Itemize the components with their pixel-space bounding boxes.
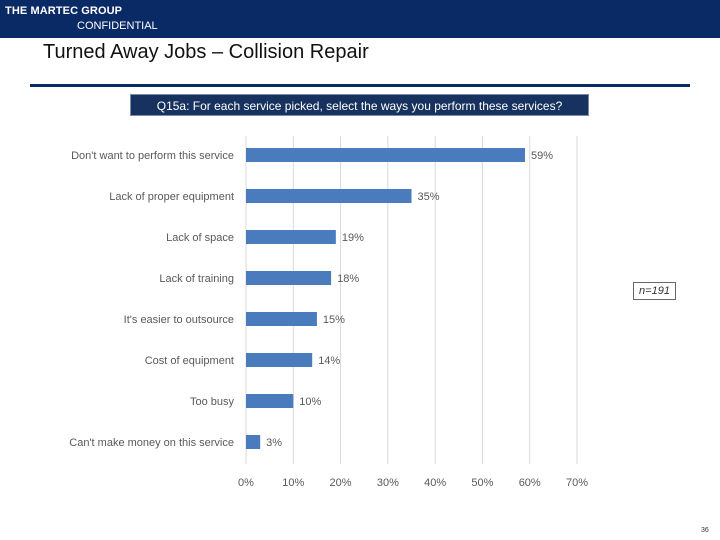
category-label: Lack of proper equipment	[109, 191, 234, 203]
bar	[246, 148, 525, 162]
x-tick-label: 10%	[282, 477, 304, 489]
category-label: Too busy	[190, 396, 235, 408]
header-bar: THE MARTEC GROUP CONFIDENTIAL	[0, 0, 720, 38]
category-label: Lack of space	[166, 232, 234, 244]
title-divider	[30, 84, 690, 87]
data-label: 19%	[342, 232, 364, 244]
bar	[246, 394, 294, 408]
category-label: It's easier to outsource	[124, 314, 234, 326]
brand-name: THE MARTEC GROUP	[5, 5, 123, 17]
data-label: 59%	[531, 150, 553, 162]
data-label: 3%	[266, 437, 282, 449]
bar	[246, 435, 261, 449]
category-label: Can't make money on this service	[69, 437, 234, 449]
page-number: 36	[701, 527, 709, 534]
x-tick-label: 60%	[519, 477, 541, 489]
bar	[246, 189, 412, 203]
data-label: 14%	[318, 355, 340, 367]
question-banner: Q15a: For each service picked, select th…	[130, 94, 589, 116]
bar	[246, 271, 332, 285]
bar	[246, 312, 317, 326]
x-tick-label: 20%	[330, 477, 352, 489]
x-tick-label: 30%	[377, 477, 399, 489]
x-tick-label: 40%	[424, 477, 446, 489]
data-label: 35%	[418, 191, 440, 203]
data-label: 18%	[337, 273, 359, 285]
x-tick-label: 50%	[471, 477, 493, 489]
bar	[246, 353, 313, 367]
x-tick-label: 0%	[238, 477, 254, 489]
slide-title: Turned Away Jobs – Collision Repair	[43, 41, 369, 63]
category-label: Lack of training	[159, 273, 234, 285]
category-label: Cost of equipment	[145, 355, 234, 367]
x-tick-label: 70%	[566, 477, 588, 489]
category-label: Don't want to perform this service	[71, 150, 234, 162]
confidential-label: CONFIDENTIAL	[77, 20, 158, 32]
sample-size-badge: n=191	[633, 282, 676, 300]
bar	[246, 230, 336, 244]
data-label: 10%	[299, 396, 321, 408]
data-label: 15%	[323, 314, 345, 326]
